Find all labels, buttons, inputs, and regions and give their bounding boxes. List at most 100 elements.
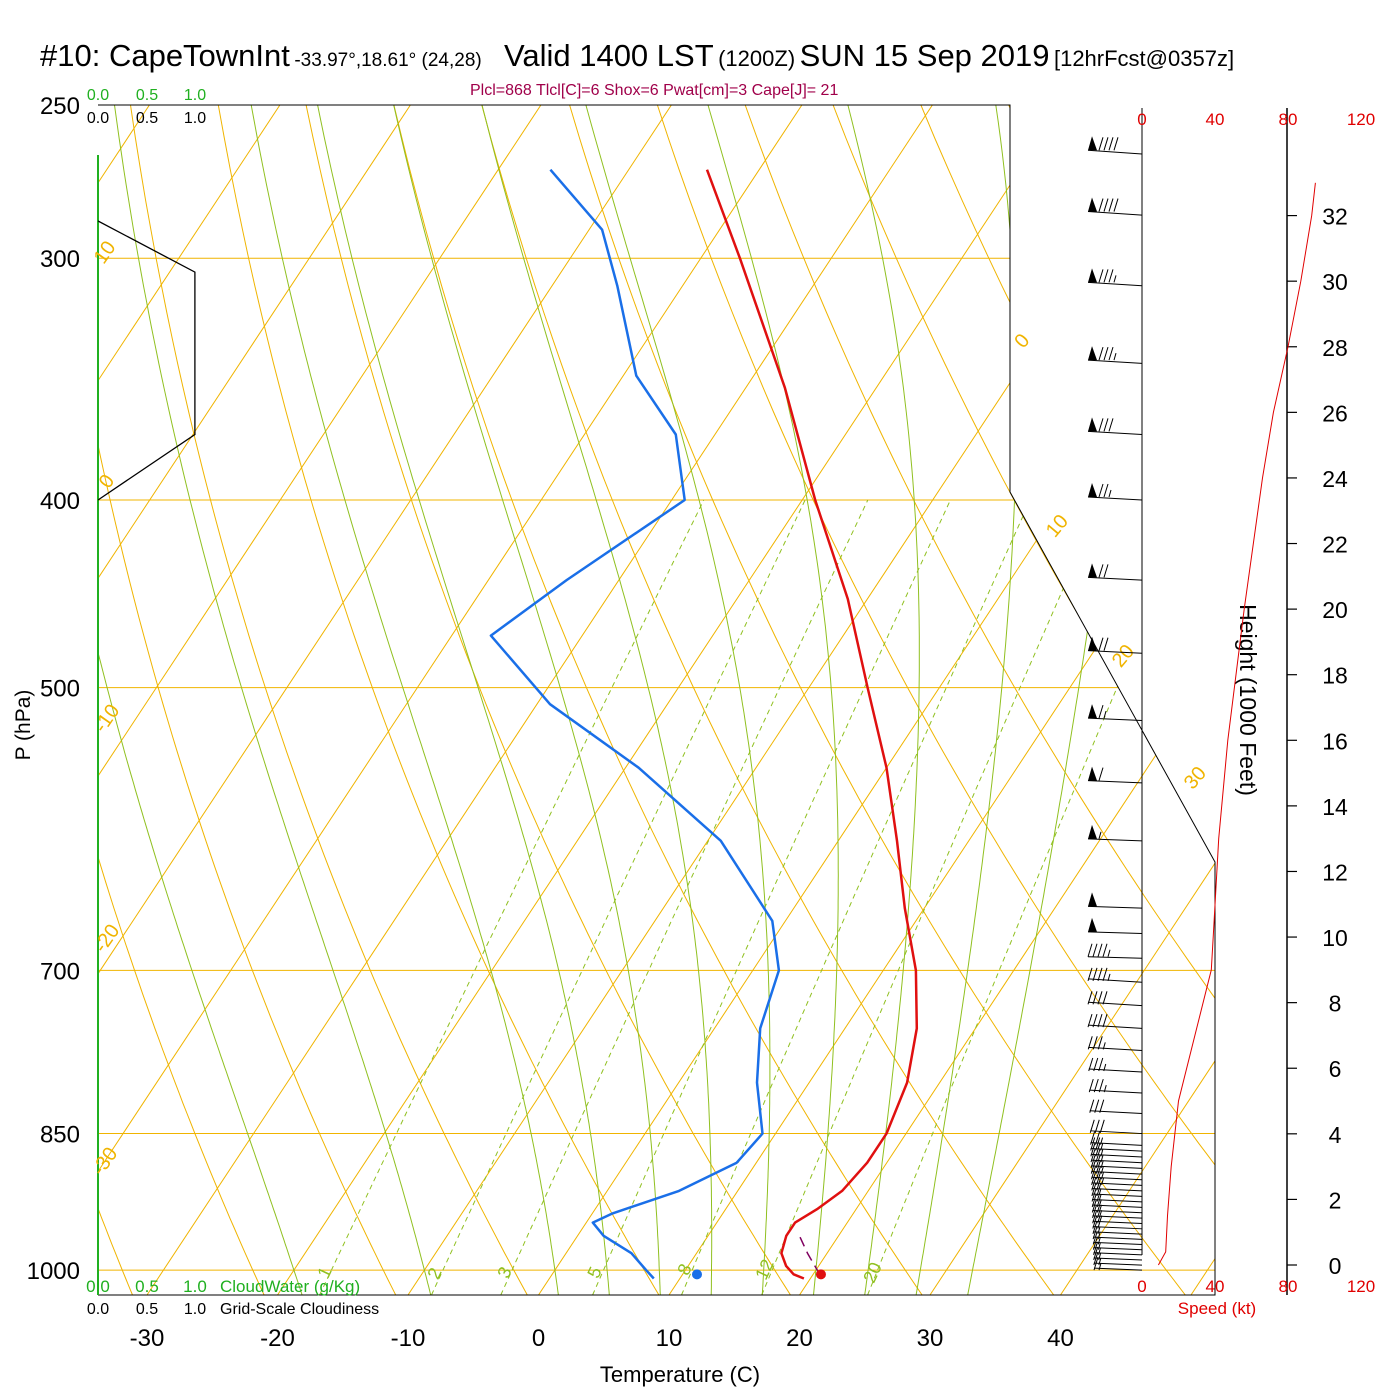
wind-barb-half: [1100, 1172, 1104, 1180]
temperature-tick-label: 20: [786, 1325, 813, 1352]
wind-barb-full: [1088, 1078, 1094, 1093]
wind-barb-full: [1087, 967, 1093, 981]
wind-barb-full: [1087, 1013, 1093, 1028]
temperature-tick-label: -30: [130, 1325, 165, 1352]
isotherm-line: [146, 105, 933, 1295]
dry-adiabat: [1360, 105, 1400, 1295]
wind-barb-half: [1101, 1177, 1105, 1185]
mixing-ratio-line: [761, 499, 1103, 1295]
wind-barb-pennant: [1088, 417, 1097, 432]
wind-barb-full: [1098, 483, 1104, 498]
wind-barb-full: [1094, 1119, 1100, 1133]
cloudiness-label: Grid-Scale Cloudiness: [220, 1301, 379, 1318]
wind-barb-full: [1087, 1036, 1093, 1050]
moist-adiabat: [393, 105, 661, 1295]
wind-barb-staff: [1093, 1262, 1143, 1266]
moist-adiabat: [317, 105, 610, 1295]
wind-speed-profile: [1157, 182, 1316, 1266]
wind-barb-full: [1090, 1143, 1096, 1157]
wind-barb-staff: [1087, 149, 1143, 155]
isotherm-label: 20: [1108, 641, 1139, 672]
wind-barb-full: [1096, 1193, 1102, 1208]
wind-barb-staff: [1087, 1024, 1143, 1029]
height-tick-label: 6: [1329, 1056, 1342, 1082]
wind-barb-pennant: [1088, 268, 1097, 283]
mixing-ratio-line: [431, 499, 806, 1295]
speed-tick-bottom: 80: [1279, 1277, 1298, 1296]
wind-barb-staff: [1088, 1046, 1143, 1051]
moist-adiabat-label: 20: [859, 1259, 886, 1286]
cloudiness-profile: [98, 220, 196, 501]
wind-barb-staff: [1087, 211, 1143, 216]
isotherm-line: [98, 105, 803, 1295]
parcel-path: [798, 1235, 821, 1275]
wind-barb-staff: [1092, 1199, 1143, 1203]
isotherm-line: [1060, 105, 1215, 1295]
wind-barb-staff: [1090, 1153, 1143, 1158]
isotherm-line: [668, 105, 1215, 1295]
dry-adiabat: [130, 105, 528, 1295]
moist-adiabat: [585, 105, 771, 1295]
isotherm-label: 30: [1180, 763, 1211, 794]
wind-barb-full: [1103, 269, 1109, 283]
moist-adiabat: [114, 105, 432, 1295]
wind-barb-pennant: [1088, 704, 1097, 719]
wind-barb-full: [1096, 1199, 1102, 1213]
wind-barb-full: [1097, 1204, 1102, 1218]
dry-adiabat: [656, 105, 1215, 1295]
height-tick-label: 16: [1322, 728, 1348, 754]
wind-barb-full: [1091, 1182, 1097, 1197]
mixing-ratio-line: [500, 499, 869, 1295]
wind-barb-full: [1098, 767, 1104, 781]
wind-barb-half: [1103, 711, 1107, 719]
wind-barb-full: [1097, 943, 1103, 957]
wind-barb-half: [1113, 352, 1117, 361]
cloudiness-scale-bottom: 0.5: [136, 1301, 158, 1318]
wind-barb-full: [1091, 1199, 1097, 1213]
moist-adiabat: [707, 105, 839, 1295]
cloud-water-scale-bottom: 1.0: [183, 1277, 207, 1296]
height-tick-label: 10: [1322, 925, 1348, 951]
pressure-tick-label: 400: [40, 488, 80, 515]
plot-frame: [98, 104, 1216, 1296]
moist-adiabat: [98, 105, 303, 1295]
height-tick-label: 26: [1322, 400, 1348, 426]
wind-barb-full: [1098, 418, 1104, 432]
wind-barb-staff: [1091, 1193, 1143, 1197]
wind-barb-full: [1095, 1137, 1101, 1151]
speed-tick-top: 40: [1206, 110, 1225, 129]
wind-barb-full: [1098, 637, 1104, 651]
wind-barb-full: [1092, 1036, 1098, 1050]
isotherm-label: 10: [90, 237, 121, 268]
cloudiness-scale-bottom: 1.0: [184, 1301, 206, 1318]
wind-barb-half: [1107, 949, 1111, 957]
pressure-tick-label: 700: [40, 958, 80, 985]
moist-adiabat-label: 12: [751, 1256, 778, 1283]
wind-barb-staff: [1093, 1241, 1143, 1246]
wind-barb-full: [1097, 1036, 1103, 1050]
wind-barb-half: [1098, 1257, 1102, 1266]
wind-barb-full: [1093, 1057, 1099, 1072]
wind-barb-full: [1088, 1057, 1094, 1072]
isotherm-label: 0: [1010, 330, 1034, 353]
cloudiness-scale-top: 1.0: [184, 110, 206, 127]
stability-indices: Plcl=868 Tlcl[C]=6 Shox=6 Pwat[cm]=3 Cap…: [470, 82, 839, 99]
wind-barb-full: [1102, 991, 1108, 1005]
wind-barb-staff: [1087, 956, 1143, 959]
zulu-time: (1200Z): [718, 46, 796, 71]
wind-barb-staff: [1091, 1171, 1143, 1175]
wind-barb-full: [1091, 1171, 1097, 1185]
height-tick-label: 30: [1322, 269, 1348, 295]
wind-barb-full: [1090, 1137, 1096, 1151]
wind-barb-staff: [1092, 1220, 1143, 1224]
wind-barb-half: [1098, 1252, 1102, 1261]
isotherm-line: [1190, 105, 1215, 1295]
wind-barb-full: [1108, 346, 1114, 361]
dry-adiabat: [744, 105, 1215, 1295]
wind-barb-staff: [1090, 1142, 1143, 1146]
wind-barb-half: [1100, 1137, 1104, 1145]
wind-barb-staff: [1088, 1068, 1143, 1073]
wind-barb-full: [1091, 1177, 1097, 1191]
wind-barb-half: [1100, 1149, 1104, 1157]
height-tick-label: 28: [1322, 335, 1348, 361]
